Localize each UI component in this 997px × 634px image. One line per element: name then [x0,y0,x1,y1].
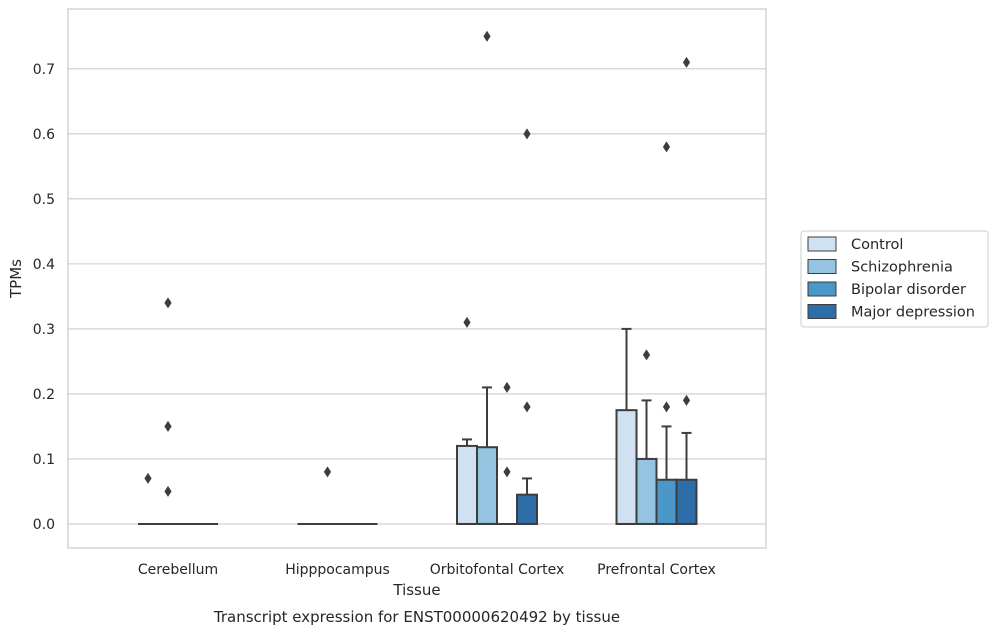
outlier-point [642,349,651,361]
box-schizophrenia [635,399,658,525]
outlier-point [164,420,172,432]
outlier-point [523,128,531,140]
box-body [655,478,678,525]
legend-swatch [807,236,837,252]
y-tick-label: 0.6 [33,127,55,143]
box-series [138,327,698,525]
legend-swatch [807,304,837,319]
x-tick-labels: Cerebellum Hipppocampus Orbitofontal Corte… [138,562,716,578]
box-schizophrenia [476,386,498,525]
outlier-point [682,394,691,406]
outlier-point [323,466,332,478]
legend: Control Schizophrenia Bipolar disorder Majo… [800,230,989,328]
box-major-depression [516,477,538,525]
x-tick-label: Cerebellum [138,562,218,578]
legend-label: Major depression [851,305,975,321]
box-control [615,327,638,525]
legend-label: Schizophrenia [851,260,953,276]
y-tick-label: 0.0 [33,517,55,533]
y-tick-label: 0.3 [33,322,55,338]
x-tick-label: Orbitofontal Cortex [430,562,565,578]
outlier-point [164,485,172,497]
outlier-point [682,56,691,68]
chart-caption: Transcript expression for ENST0000062049… [213,608,620,626]
x-tick-label: Prefrontal Cortex [597,562,716,578]
y-tick-label: 0.5 [33,192,55,208]
box-body [635,457,658,525]
x-tick-label: Hipppocampus [285,562,390,578]
box-major-depression [675,431,698,525]
legend-label: Bipolar disorder [851,282,966,298]
outlier-point [662,141,671,153]
legend-swatch [807,281,837,297]
outlier-point [523,401,531,413]
box-body [615,409,638,525]
box-bipolar-disorder [655,425,678,525]
y-tick-labels: 0.0 0.1 0.2 0.3 0.4 0.5 0.6 0.7 [33,62,55,533]
outlier-point [483,30,491,42]
outlier-point [144,472,152,484]
y-tick-label: 0.1 [33,452,55,468]
y-tick-label: 0.2 [33,387,55,403]
plot-area-frame [67,8,767,549]
outlier-point [164,297,172,309]
box-body [476,446,498,525]
legend-label: Control [851,237,903,253]
x-axis-label: Tissue [392,581,440,599]
box-body [516,493,538,525]
box-control [456,438,478,525]
outlier-point [662,401,671,413]
y-tick-label: 0.7 [33,62,55,78]
outlier-point [503,381,511,393]
y-axis-label: TPMs [7,259,25,299]
outlier-points [144,30,691,497]
outlier-point [463,316,471,328]
legend-swatch [807,259,837,274]
grid-lines [68,68,766,525]
outlier-point [503,466,511,478]
box-body [675,478,698,525]
y-tick-label: 0.4 [33,257,55,273]
legend-frame [800,230,989,328]
box-body [456,444,478,525]
